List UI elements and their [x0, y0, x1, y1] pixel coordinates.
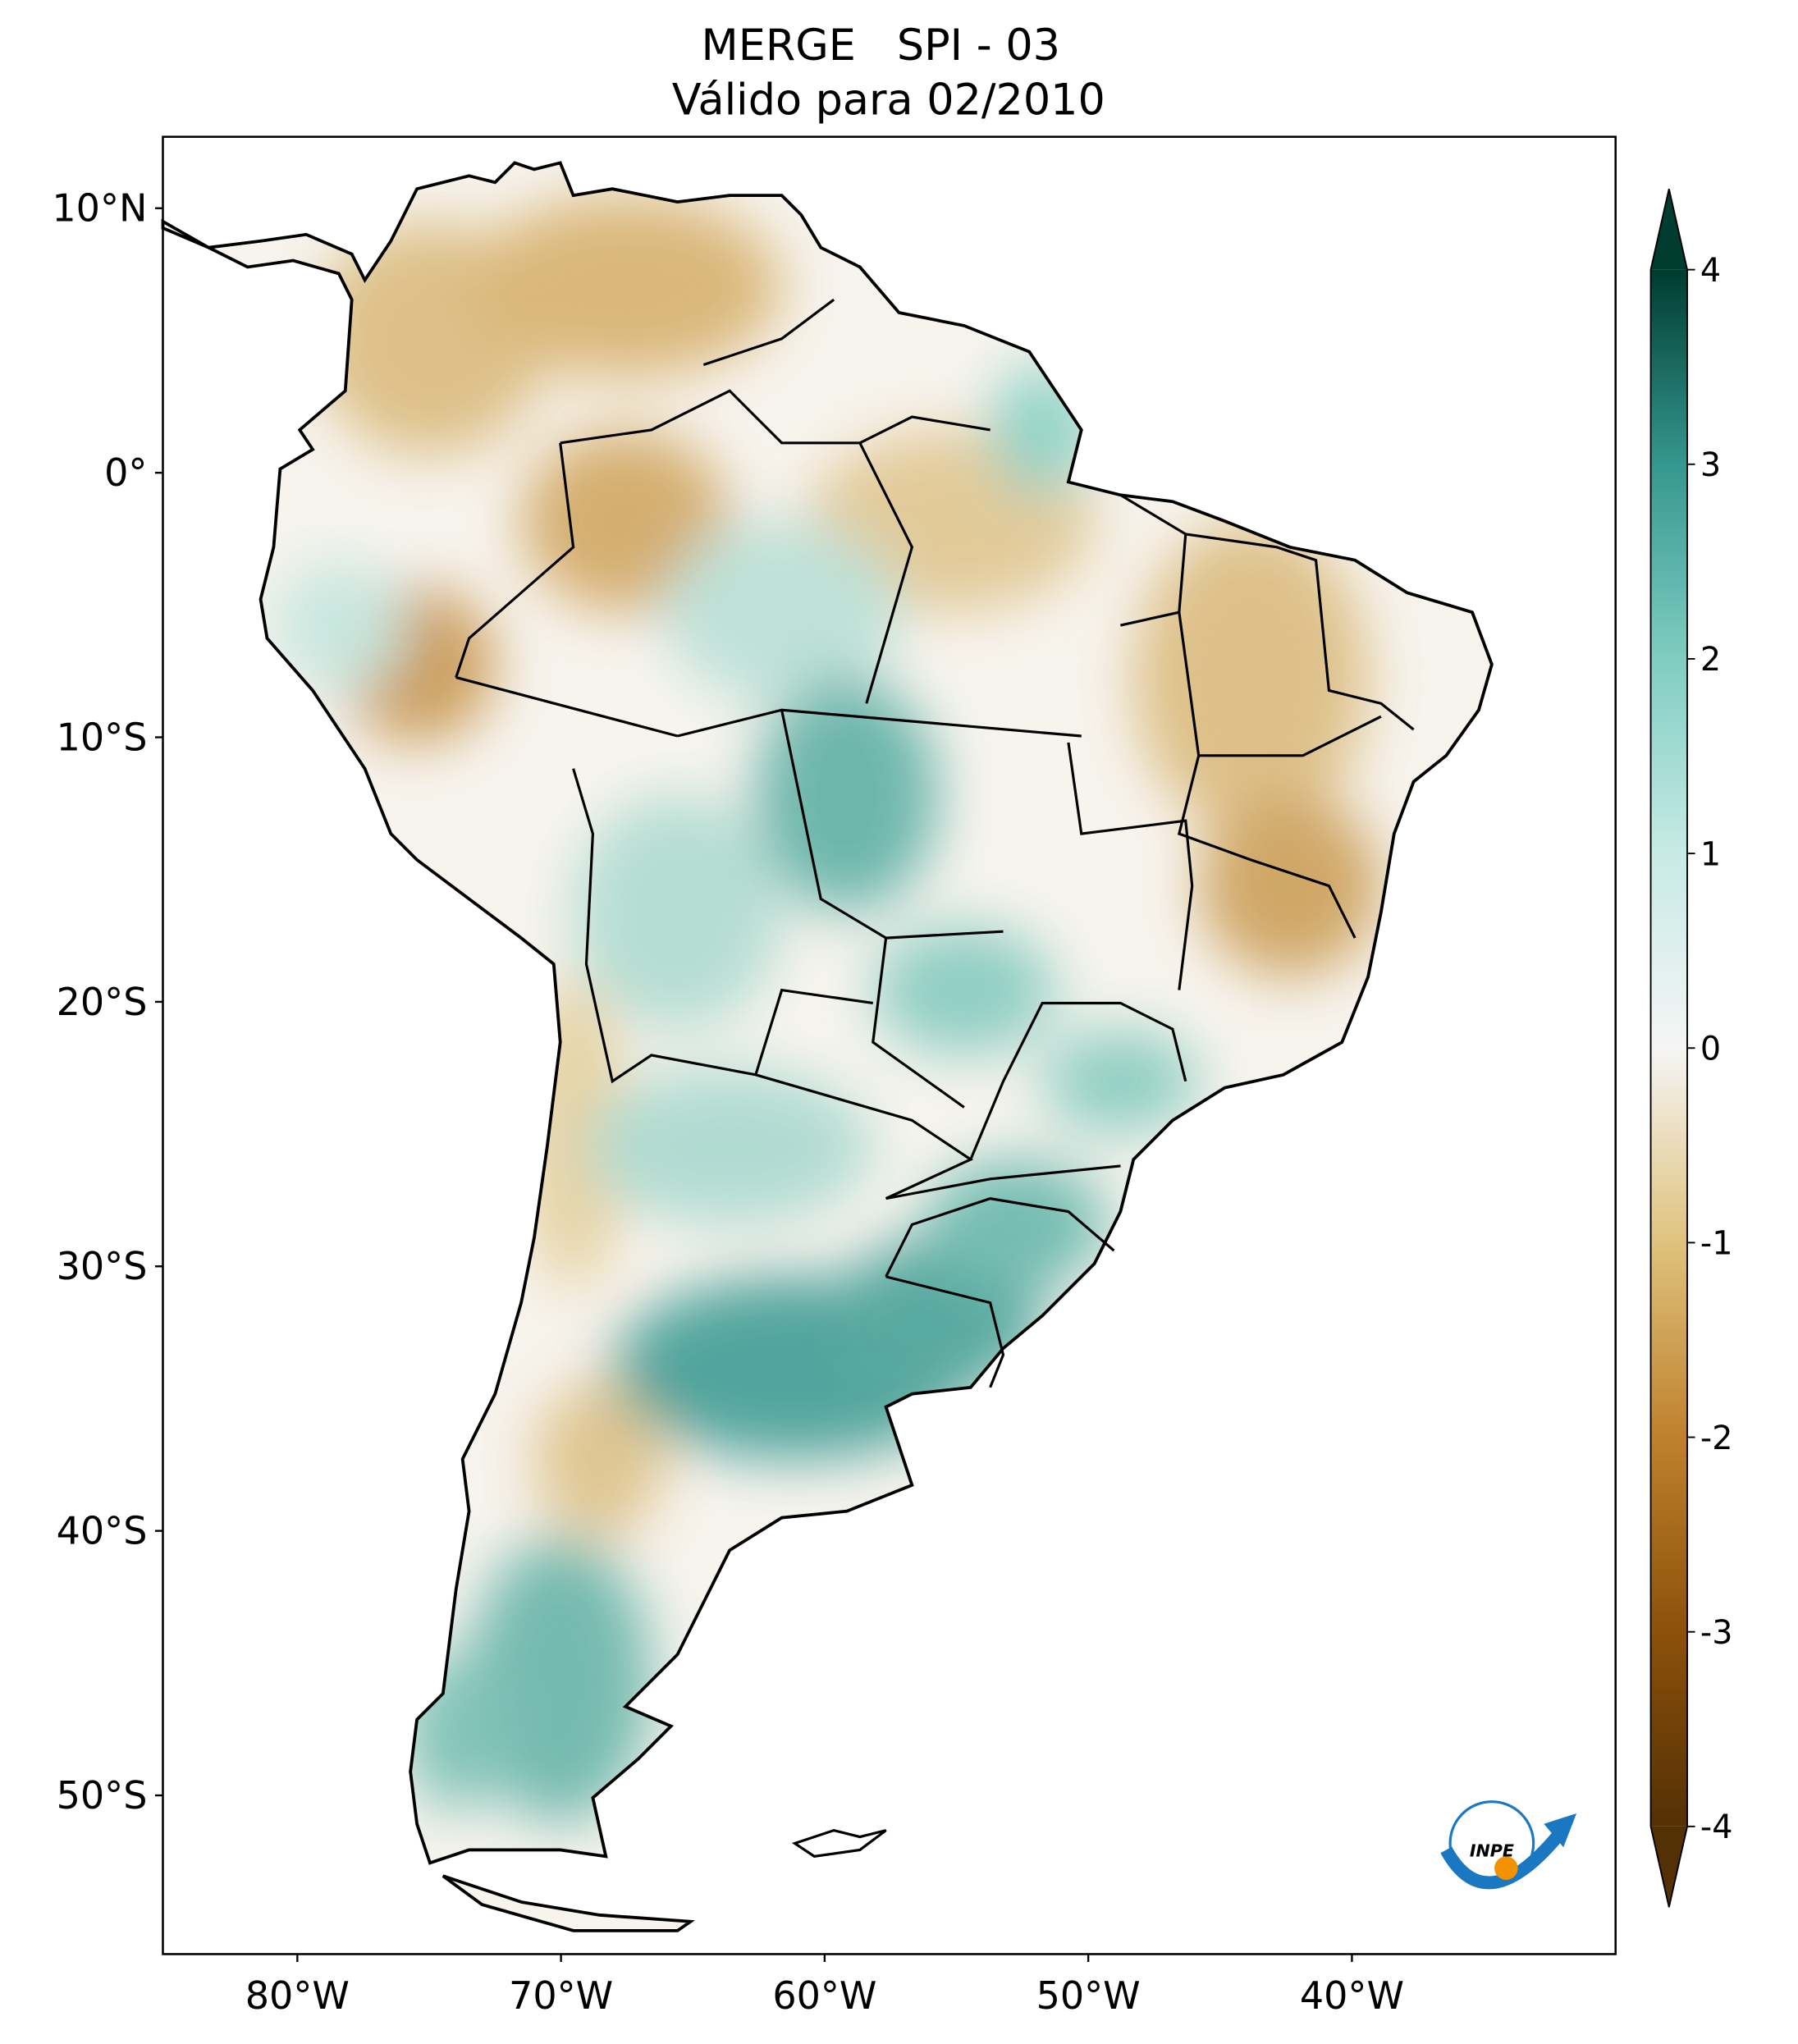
colorbar-tick-label: -2 [1700, 1420, 1733, 1457]
falklands [791, 1828, 887, 1859]
axes: 80°W 70°W 60°W 50°W 40°W 10°N 0° 10°S 20°S 30°S 40… [52, 186, 1404, 2019]
y-tick-label: 30°S [57, 1244, 148, 1288]
y-tick-label: 10°N [52, 186, 147, 231]
colorbar-tick-label: 0 [1700, 1031, 1721, 1068]
x-tick-label: 40°W [1300, 1973, 1404, 2018]
y-tick-label: 10°S [57, 715, 148, 759]
map-subtitle: Válido para 02/2010 [672, 75, 1105, 126]
colorbar-tick-label: 2 [1700, 641, 1721, 679]
colorbar-tick-label: 1 [1700, 835, 1721, 873]
colorbar-extend-max [1650, 189, 1688, 270]
colorbar-tick-label: -4 [1700, 1809, 1733, 1846]
x-tick-label: 50°W [1036, 1973, 1141, 2018]
colorbar: -4 -3 -2 -1 0 1 2 3 4 [1649, 188, 1733, 1908]
borders [455, 298, 1415, 1388]
colorbar-tick-label: 4 [1700, 252, 1721, 290]
y-tick-label: 50°S [57, 1773, 148, 1818]
colorbar-tick-label: -1 [1700, 1225, 1733, 1263]
y-tick-label: 0° [104, 450, 147, 495]
inpe-logo: INPE [1440, 1800, 1577, 1890]
x-tick-label: 60°W [772, 1973, 876, 2018]
colorbar-extend-min [1650, 1826, 1688, 1908]
logo-text: INPE [1470, 1841, 1514, 1860]
colorbar-tick-label: 3 [1700, 446, 1721, 484]
y-tick-label: 20°S [57, 980, 148, 1024]
x-tick-label: 80°W [245, 1973, 350, 2018]
map-title: MERGE SPI - 03 [702, 21, 1060, 71]
x-tick-label: 70°W [509, 1973, 613, 2018]
colorbar-body [1650, 269, 1688, 1827]
y-tick-label: 40°S [57, 1509, 148, 1553]
colorbar-tick-label: -3 [1700, 1614, 1733, 1652]
